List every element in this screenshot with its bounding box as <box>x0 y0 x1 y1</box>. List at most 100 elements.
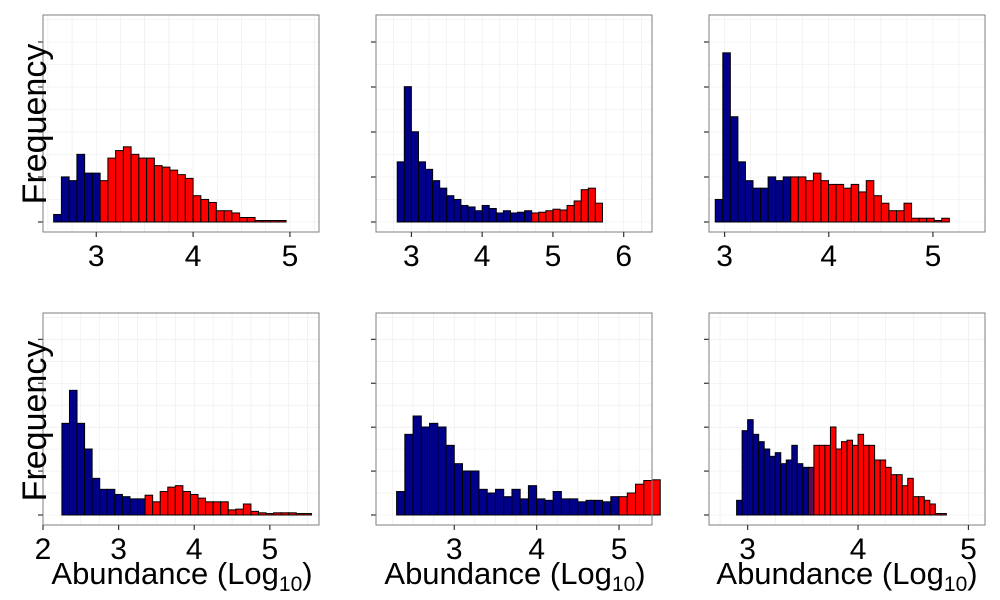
histogram-bar <box>412 415 422 516</box>
histogram-bar <box>835 448 842 516</box>
histogram-bar <box>273 512 282 516</box>
x-axis-label-main: Abundance (Log <box>51 556 279 591</box>
histogram-bar <box>824 444 831 516</box>
histogram-bar <box>527 485 538 516</box>
x-tick-label: 5 <box>262 533 279 566</box>
histogram-bar <box>106 488 116 516</box>
histogram-bar <box>802 466 809 516</box>
x-axis-label-left: Abundance (Log10) <box>51 556 312 596</box>
histogram-bar <box>885 466 892 516</box>
histogram-bar <box>114 493 123 516</box>
x-axis-label-main: Abundance (Log <box>716 556 944 591</box>
histogram-bar <box>205 501 214 516</box>
histogram-bar <box>519 498 529 516</box>
histogram-bar <box>61 422 70 516</box>
histogram-bar <box>231 212 241 223</box>
histogram-bar <box>559 209 568 223</box>
histogram-bar <box>68 389 78 516</box>
histogram-bar <box>524 210 533 223</box>
histogram-bar <box>396 161 405 223</box>
histogram-bar <box>152 501 161 516</box>
histogram-bar <box>868 444 876 516</box>
x-tick-label: 3 <box>110 533 127 566</box>
histogram-bar <box>737 161 746 223</box>
histogram-bar <box>130 153 140 223</box>
histogram-bar <box>840 441 848 516</box>
histogram-bar <box>169 169 179 223</box>
histogram-bar <box>159 491 169 516</box>
histogram-bar <box>182 491 191 516</box>
histogram-bar <box>865 180 875 223</box>
x-tick-label: 3 <box>739 533 756 566</box>
histogram-bar <box>818 444 826 516</box>
histogram-bar <box>250 510 260 516</box>
histogram-bar <box>99 488 108 516</box>
histogram-bar <box>420 426 431 516</box>
histogram-bar <box>404 433 414 516</box>
histogram-bar <box>911 217 920 223</box>
x-tick-label: 5 <box>960 533 977 566</box>
histogram-bar <box>585 499 595 516</box>
histogram-bar <box>212 501 222 516</box>
histogram-bar <box>536 498 546 516</box>
histogram-bar <box>439 187 448 223</box>
histogram-bar <box>602 501 612 516</box>
histogram-bar <box>610 496 620 516</box>
histogram-bar <box>107 157 117 223</box>
histogram-bar <box>502 210 511 223</box>
histogram-bar <box>651 479 661 516</box>
histogram-bar <box>494 488 505 516</box>
histogram-bar <box>850 183 860 223</box>
histogram-bar <box>53 213 62 223</box>
panel-border <box>708 14 986 233</box>
panel-border <box>42 14 320 233</box>
histogram-bar <box>635 483 645 516</box>
panel-border <box>375 312 653 526</box>
histogram-bar <box>437 426 447 516</box>
x-tick-label: 5 <box>282 240 299 273</box>
histogram-bar <box>782 176 792 223</box>
histogram-bar <box>474 210 483 223</box>
histogram-bar <box>896 474 903 516</box>
histogram-bar <box>258 512 267 516</box>
histogram-bar <box>544 499 554 516</box>
histogram-bar <box>122 146 132 223</box>
histogram-bar <box>552 208 561 223</box>
histogram-bar <box>545 210 554 223</box>
histogram-bar <box>403 86 412 223</box>
histogram-bar <box>879 459 887 516</box>
histogram-panel-5: 3 4 5 <box>371 312 661 566</box>
histogram-bar <box>790 176 799 223</box>
x-axis-label-subscript: 10 <box>612 573 635 596</box>
histogram-panel-4: 2 3 4 5 <box>35 312 320 566</box>
histogram-bar <box>907 477 914 516</box>
x-axis-label-subscript: 10 <box>279 573 302 596</box>
histogram-bar <box>509 212 519 223</box>
histogram-bar <box>538 211 547 223</box>
histogram-bar <box>467 206 476 223</box>
histogram-bar <box>796 463 804 516</box>
histogram-bar <box>829 426 837 516</box>
histogram-panel-6: 3 4 5 <box>704 312 986 566</box>
histogram-bar <box>569 498 579 516</box>
panel-border <box>42 312 320 526</box>
histogram-bar <box>432 180 441 223</box>
histogram-bar <box>593 499 604 516</box>
histogram-bar <box>874 459 881 516</box>
histogram-bar <box>923 499 931 516</box>
histogram-bar <box>531 212 540 223</box>
histogram-bar <box>767 176 777 223</box>
histogram-bar <box>863 444 870 516</box>
x-axis-label-subscript: 10 <box>944 573 967 596</box>
histogram-bar <box>618 496 628 516</box>
x-tick-label: 5 <box>545 240 562 273</box>
histogram-bar <box>580 189 589 223</box>
histogram-bar <box>177 174 186 223</box>
histogram-bar <box>295 513 305 516</box>
histogram-bar <box>396 491 406 516</box>
histogram-bar <box>470 470 480 516</box>
x-axis-label-close: ) <box>967 556 977 591</box>
histogram-bar <box>288 512 297 516</box>
x-tick-label: 6 <box>615 240 632 273</box>
histogram-bar <box>215 210 225 223</box>
